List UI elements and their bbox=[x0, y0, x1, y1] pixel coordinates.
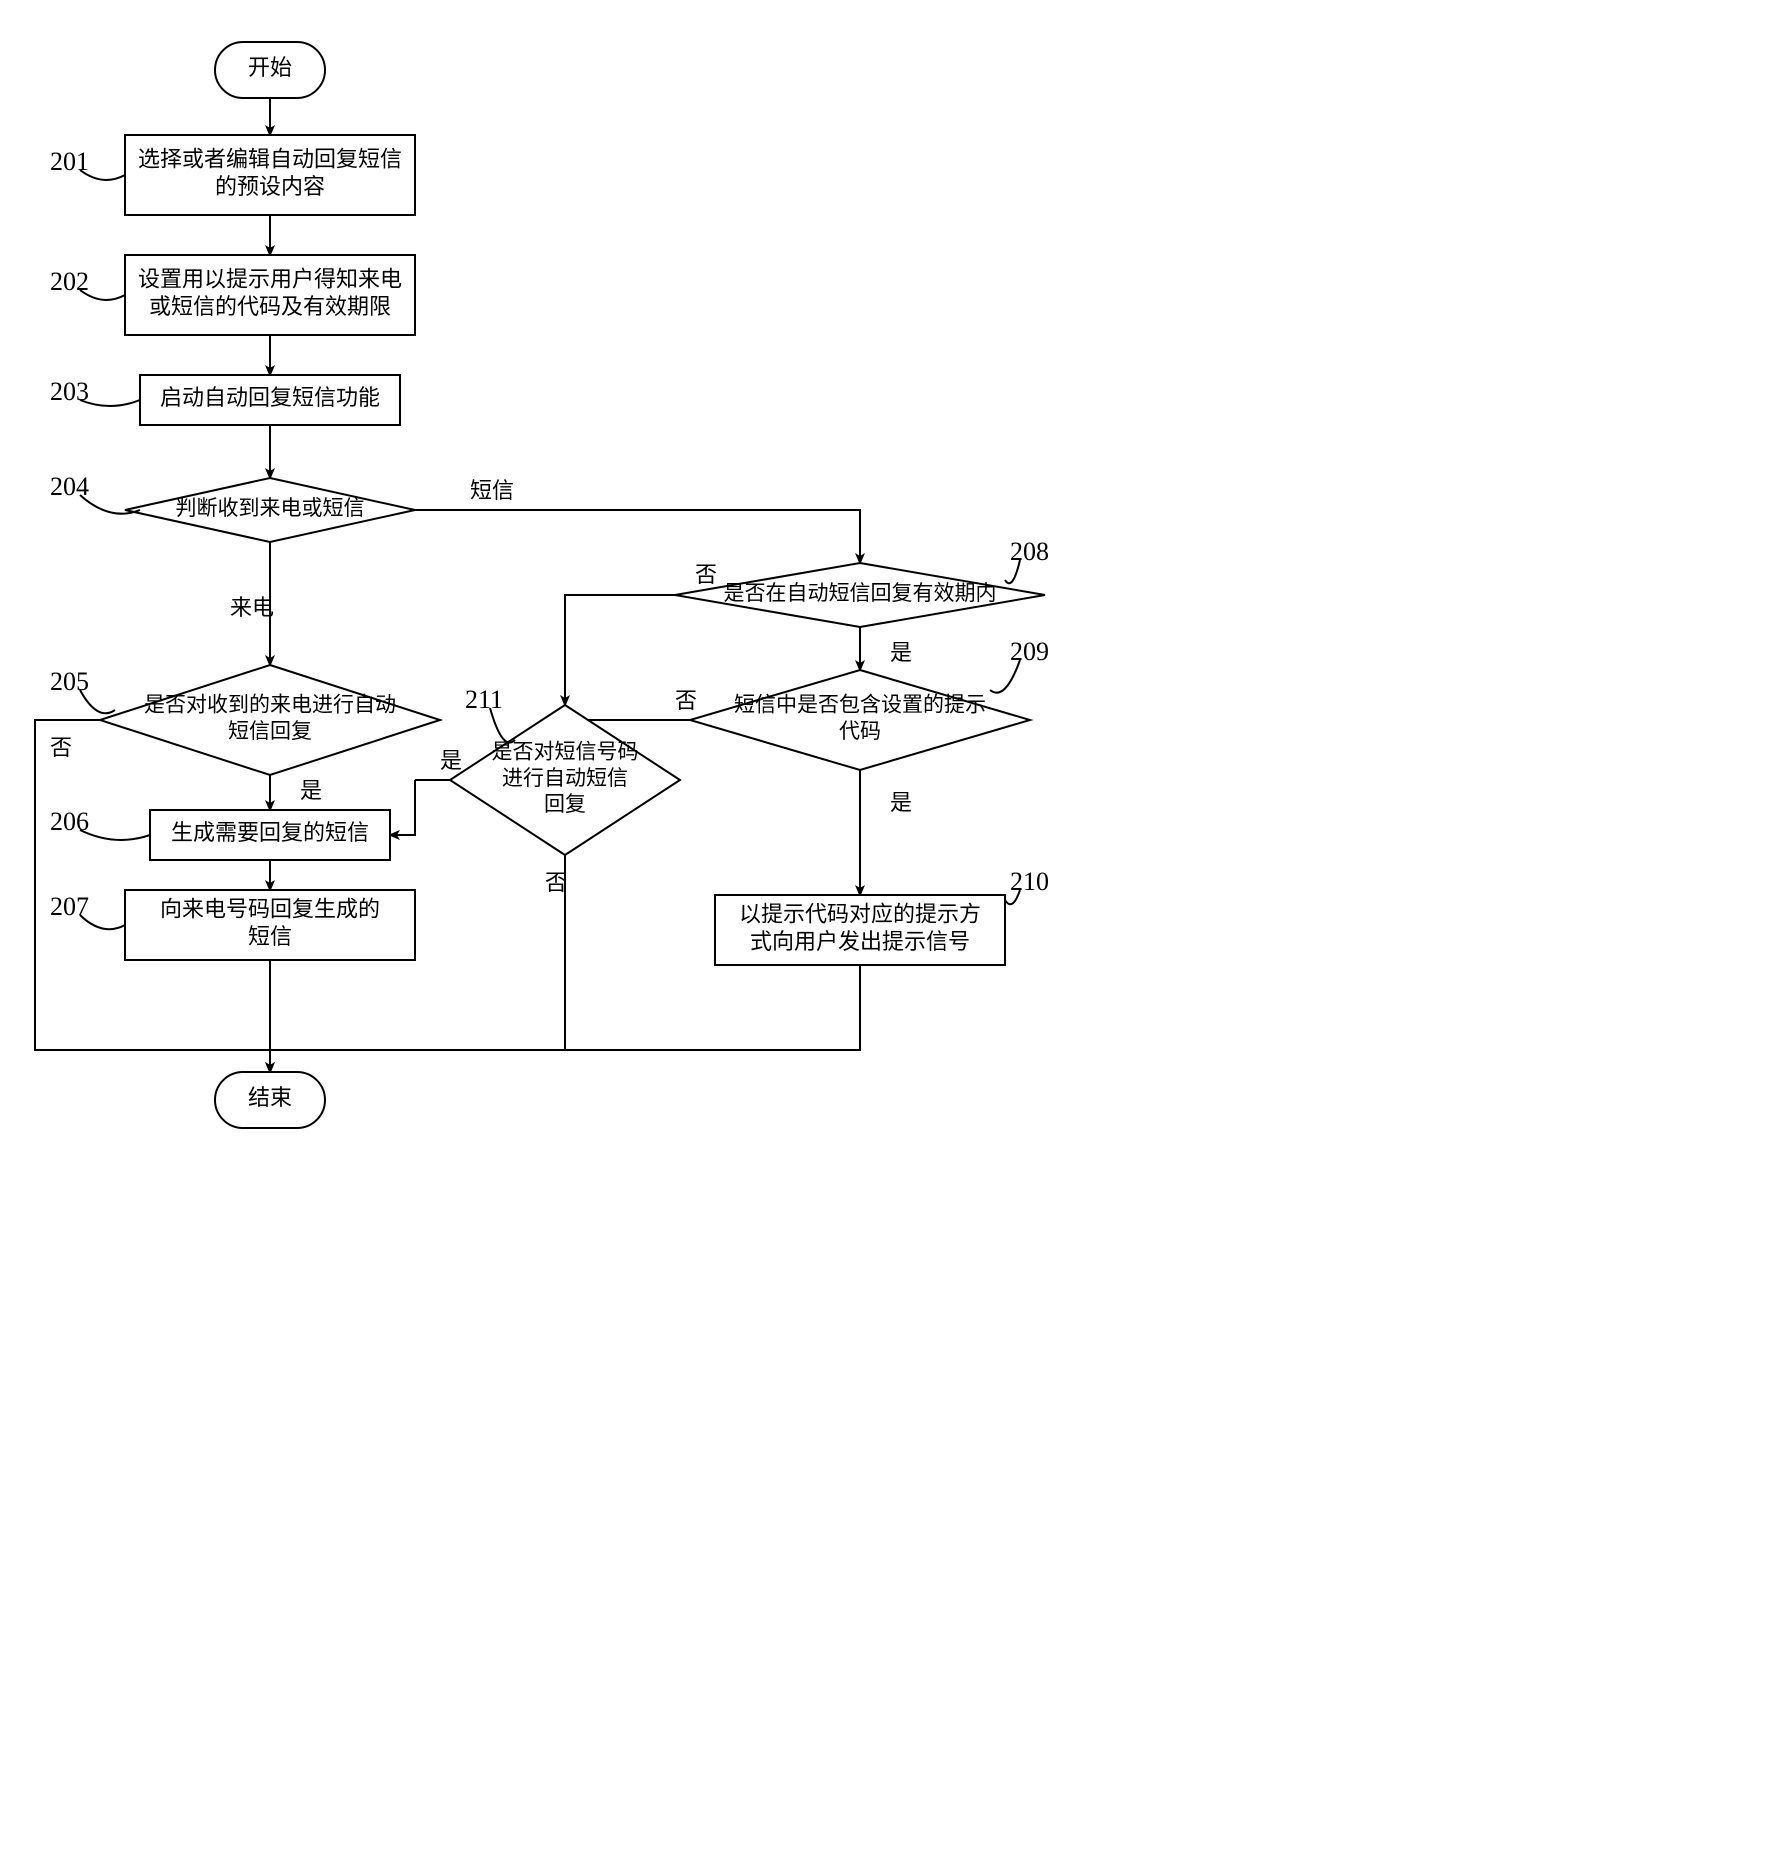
step-num-d211: 211 bbox=[465, 685, 503, 714]
edge-label: 短信 bbox=[470, 478, 514, 503]
svg-text:是否对短信号码: 是否对短信号码 bbox=[492, 740, 639, 764]
svg-text:生成需要回复的短信: 生成需要回复的短信 bbox=[171, 820, 369, 845]
svg-text:短信回复: 短信回复 bbox=[228, 719, 312, 743]
edge-label: 否 bbox=[50, 735, 72, 760]
svg-text:短信: 短信 bbox=[248, 924, 292, 949]
edge-label: 否 bbox=[675, 688, 697, 713]
svg-text:是否在自动短信回复有效期内: 是否在自动短信回复有效期内 bbox=[724, 581, 997, 605]
svg-text:以提示代码对应的提示方: 以提示代码对应的提示方 bbox=[739, 901, 981, 926]
svg-text:回复: 回复 bbox=[544, 792, 586, 816]
svg-text:设置用以提示用户得知来电: 设置用以提示用户得知来电 bbox=[138, 266, 402, 291]
svg-text:代码: 代码 bbox=[839, 719, 881, 743]
edge-label: 来电 bbox=[230, 595, 274, 620]
svg-text:短信中是否包含设置的提示: 短信中是否包含设置的提示 bbox=[734, 693, 986, 717]
svg-text:或短信的代码及有效期限: 或短信的代码及有效期限 bbox=[149, 294, 391, 319]
edge-label: 是 bbox=[890, 640, 912, 665]
edge-label: 是 bbox=[440, 748, 462, 773]
edge bbox=[390, 780, 415, 835]
edge-label: 否 bbox=[545, 870, 567, 895]
label-hook bbox=[80, 830, 150, 840]
step-num-d208: 208 bbox=[1010, 537, 1049, 566]
edge-label: 否 bbox=[695, 562, 717, 587]
edge bbox=[415, 510, 860, 563]
edge bbox=[565, 595, 675, 705]
svg-text:进行自动短信: 进行自动短信 bbox=[502, 766, 628, 790]
svg-text:开始: 开始 bbox=[248, 55, 292, 80]
svg-text:选择或者编辑自动回复短信: 选择或者编辑自动回复短信 bbox=[138, 146, 402, 171]
label-hook bbox=[80, 400, 140, 406]
svg-text:判断收到来电或短信: 判断收到来电或短信 bbox=[176, 496, 365, 520]
svg-text:启动自动回复短信功能: 启动自动回复短信功能 bbox=[160, 385, 380, 410]
step-num-d209: 209 bbox=[1010, 637, 1049, 666]
step-num-s210: 210 bbox=[1010, 867, 1049, 896]
edge-label: 是 bbox=[890, 790, 912, 815]
step-num-d205: 205 bbox=[50, 667, 89, 696]
svg-text:的预设内容: 的预设内容 bbox=[215, 174, 325, 199]
svg-text:是否对收到的来电进行自动: 是否对收到的来电进行自动 bbox=[144, 693, 396, 717]
svg-text:向来电号码回复生成的: 向来电号码回复生成的 bbox=[160, 896, 380, 921]
svg-text:结束: 结束 bbox=[248, 1085, 292, 1110]
edge-label: 是 bbox=[300, 778, 322, 803]
svg-text:式向用户发出提示信号: 式向用户发出提示信号 bbox=[750, 929, 970, 954]
